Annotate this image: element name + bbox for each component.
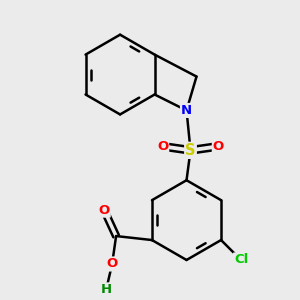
- Text: O: O: [98, 204, 110, 217]
- Text: N: N: [181, 104, 192, 117]
- Text: O: O: [106, 257, 118, 271]
- Text: S: S: [185, 143, 196, 158]
- Text: Cl: Cl: [234, 254, 248, 266]
- Text: O: O: [213, 140, 224, 153]
- Text: O: O: [157, 140, 168, 153]
- Text: H: H: [100, 284, 112, 296]
